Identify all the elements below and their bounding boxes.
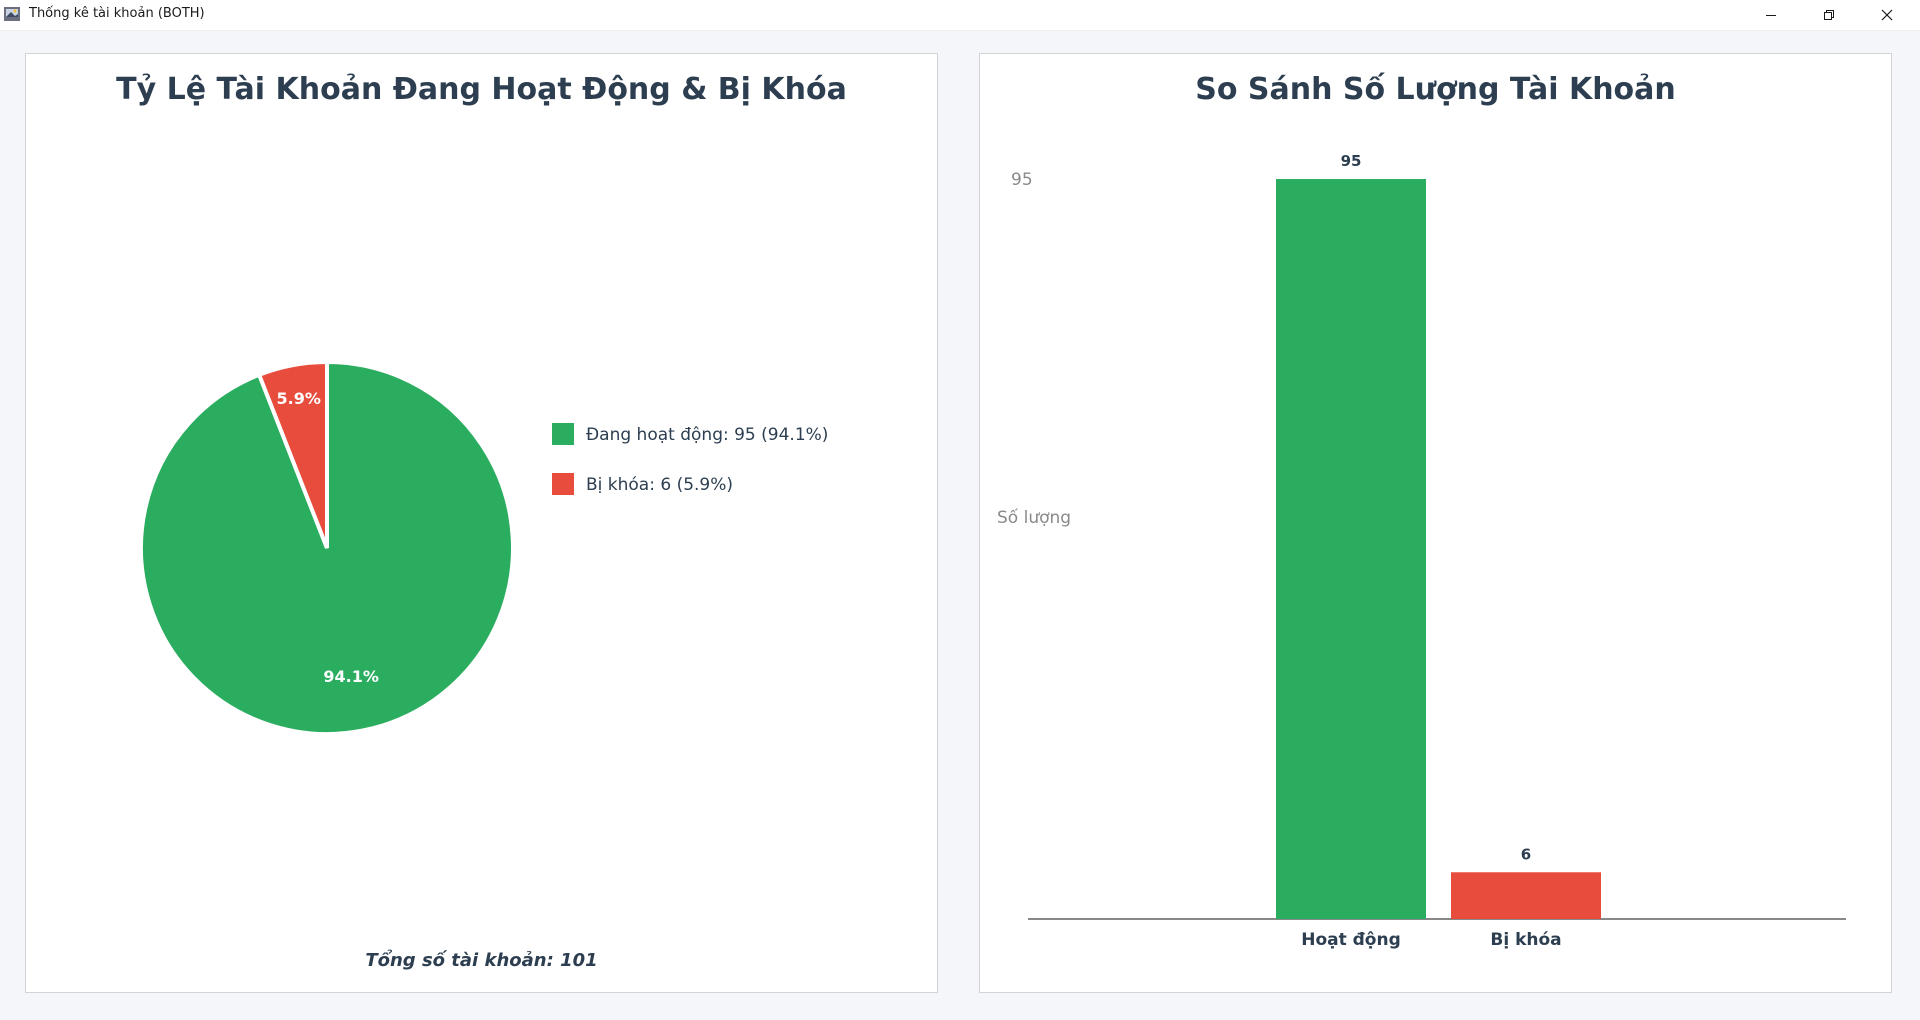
close-icon	[1881, 9, 1893, 21]
pie-slice-label-locked: 5.9%	[277, 389, 321, 408]
x-tick-label-1: Bị khóa	[1490, 930, 1561, 950]
window-title: Thống kê tài khoản (BOTH)	[29, 6, 205, 21]
minimize-icon	[1766, 15, 1776, 16]
x-tick-label-0: Hoạt động	[1301, 930, 1401, 950]
bar-chart: 95 Số lượng 95 Hoạt động 6 Bị khóa	[997, 152, 1846, 950]
legend-label-locked: Bị khóa: 6 (5.9%)	[586, 475, 733, 495]
pie-slice-label-active: 94.1%	[323, 667, 379, 686]
bar-1	[1451, 872, 1601, 919]
legend-swatch-locked	[552, 473, 574, 495]
bar-value-label-1: 6	[1521, 845, 1531, 863]
bar-chart-panel: So Sánh Số Lượng Tài Khoản 95 Số lượng 95 H…	[979, 53, 1892, 993]
legend-swatch-active	[552, 423, 574, 445]
restore-button[interactable]	[1800, 0, 1858, 30]
bar-0	[1276, 179, 1426, 919]
pie-chart-title: Tỷ Lệ Tài Khoản Đang Hoạt Động & Bị Khóa	[116, 72, 847, 107]
minimize-button[interactable]	[1742, 0, 1800, 30]
y-axis-label: Số lượng	[997, 507, 1071, 528]
bar-value-label-0: 95	[1341, 152, 1362, 170]
pie-chart: 94.1% 5.9% Đang hoạt động: 95 (94.1%) Bị kh…	[139, 359, 828, 736]
restore-icon	[1824, 10, 1834, 20]
title-bar: Thống kê tài khoản (BOTH)	[0, 0, 1920, 31]
y-tick-label: 95	[1011, 170, 1033, 190]
total-accounts-label: Tổng số tài khoản: 101	[365, 950, 598, 971]
pie-slice-locked	[256, 359, 329, 549]
pie-chart-panel: Tỷ Lệ Tài Khoản Đang Hoạt Động & Bị Khóa…	[25, 53, 938, 993]
close-button[interactable]	[1858, 0, 1916, 30]
bar-chart-title: So Sánh Số Lượng Tài Khoản	[1195, 72, 1676, 107]
app-icon	[4, 7, 20, 21]
legend-label-active: Đang hoạt động: 95 (94.1%)	[586, 425, 828, 445]
